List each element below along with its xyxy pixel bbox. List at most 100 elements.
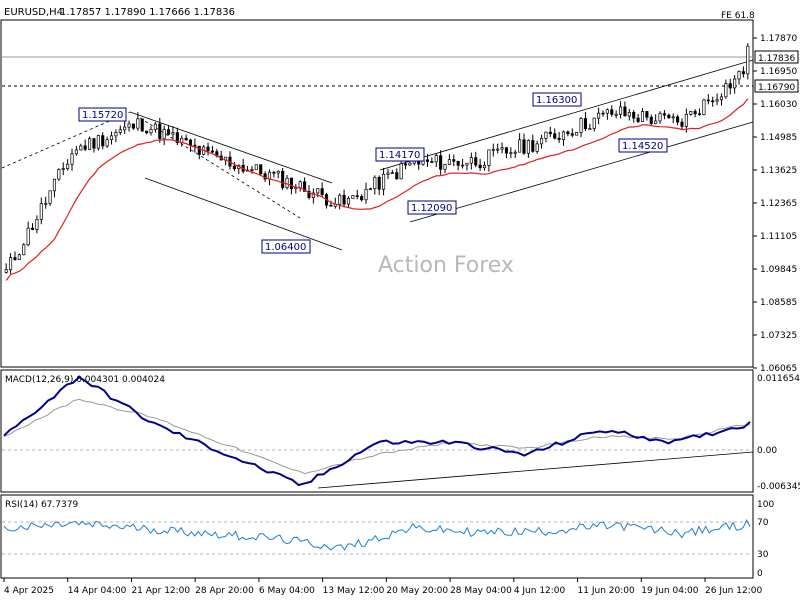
candle-body bbox=[259, 164, 263, 175]
candle-body bbox=[482, 165, 487, 169]
up-channel-upper bbox=[379, 59, 754, 171]
candle-body bbox=[719, 96, 724, 101]
price-tick-label: 1.14985 bbox=[760, 133, 797, 143]
candle-body bbox=[645, 111, 649, 118]
candle-body bbox=[105, 139, 109, 147]
candle-body bbox=[443, 164, 447, 170]
candle-body bbox=[671, 116, 675, 119]
annotation-4: 1.12090 bbox=[407, 200, 457, 215]
price-tick-label: 1.11105 bbox=[760, 232, 797, 242]
price-tick-label: 1.16950 bbox=[760, 67, 797, 77]
candle-body bbox=[377, 176, 381, 190]
price-panel-frame bbox=[0, 19, 754, 368]
candle-body bbox=[526, 140, 530, 154]
candle-body bbox=[636, 117, 640, 122]
candle-body bbox=[193, 144, 197, 147]
candle-body bbox=[386, 172, 390, 175]
macd-tick-zero: 0.00 bbox=[757, 446, 777, 456]
candle-body bbox=[469, 157, 473, 164]
candle-body bbox=[640, 111, 645, 122]
candle-body bbox=[4, 269, 8, 273]
candle-body bbox=[531, 140, 535, 152]
candle-body bbox=[452, 159, 456, 162]
current-price-tag bbox=[754, 50, 799, 64]
candle-body bbox=[592, 117, 596, 129]
candle-body bbox=[167, 129, 171, 135]
macd-panel-frame bbox=[0, 369, 754, 493]
candle-body bbox=[26, 227, 30, 246]
candle-body bbox=[513, 151, 517, 154]
current-price-tag-text: 1.17836 bbox=[758, 54, 795, 64]
rsi-tick-0: 0 bbox=[757, 569, 763, 579]
candle-body bbox=[351, 195, 355, 199]
candle-body bbox=[496, 148, 500, 151]
candle-body bbox=[632, 112, 636, 119]
candle-body bbox=[13, 257, 17, 260]
candle-body bbox=[281, 170, 285, 188]
candle-body bbox=[417, 160, 421, 165]
candle-body bbox=[465, 162, 469, 166]
price-tick-label: 1.17870 bbox=[760, 34, 797, 44]
candle-body bbox=[175, 132, 179, 143]
annotation-text: 1.14520 bbox=[622, 141, 663, 152]
x-tick-label: 11 Jun 20:00 bbox=[578, 586, 635, 596]
candle-body bbox=[614, 113, 618, 116]
rsi-tick-100: 100 bbox=[757, 500, 774, 510]
price-tick-label: 1.13625 bbox=[760, 166, 797, 176]
candle-body bbox=[342, 194, 346, 205]
candle-body bbox=[566, 131, 570, 135]
candle-body bbox=[355, 195, 359, 197]
x-tick-label: 28 May 04:00 bbox=[450, 586, 512, 596]
candle-body bbox=[741, 71, 745, 75]
candle-body bbox=[649, 116, 653, 124]
candle-body bbox=[197, 145, 201, 155]
annotation-2: 1.06400 bbox=[261, 239, 311, 254]
candle-body bbox=[329, 204, 333, 207]
ohlc-label: 1.17857 1.17890 1.17666 1.17836 bbox=[60, 7, 235, 18]
rsi-panel: RSI(14) 67.7379 100 70 30 0 bbox=[0, 494, 774, 579]
candle-body bbox=[289, 177, 293, 190]
x-tick-label: 6 May 04:00 bbox=[259, 586, 315, 596]
x-tick-label: 28 Apr 20:00 bbox=[195, 586, 254, 596]
macd-tick-bottom: -0.006345 bbox=[757, 482, 800, 492]
candle-body bbox=[66, 163, 70, 169]
candle-body bbox=[430, 161, 434, 163]
x-tick-label: 20 May 20:00 bbox=[386, 586, 448, 596]
candle-body bbox=[548, 131, 552, 135]
candle-body bbox=[667, 114, 671, 119]
price-tick-label: 1.08585 bbox=[760, 298, 797, 308]
candle-body bbox=[540, 138, 544, 145]
candle-body bbox=[610, 109, 614, 115]
candle-body bbox=[658, 113, 662, 122]
candle-body bbox=[535, 143, 539, 152]
candle-body bbox=[544, 131, 548, 139]
candle-body bbox=[395, 172, 399, 180]
candle-body bbox=[373, 176, 377, 190]
candle-body bbox=[316, 188, 320, 194]
price-tick-label: 1.06065 bbox=[760, 364, 797, 374]
candle-body bbox=[298, 181, 302, 188]
candle-body bbox=[715, 99, 719, 102]
candle-body bbox=[303, 181, 307, 192]
candle-body bbox=[697, 113, 702, 116]
annotation-text: 1.12090 bbox=[411, 203, 452, 214]
up-channel-lower bbox=[409, 121, 754, 223]
candle-body bbox=[618, 106, 623, 115]
candle-body bbox=[605, 109, 609, 114]
candle-body bbox=[250, 169, 254, 171]
candle-body bbox=[184, 137, 188, 141]
candle-body bbox=[689, 111, 693, 115]
price-tick-label: 1.07325 bbox=[760, 331, 797, 341]
annotation-3: 1.14170 bbox=[375, 147, 425, 162]
candle-body bbox=[267, 171, 272, 180]
candle-body bbox=[123, 126, 127, 131]
candle-body bbox=[368, 188, 372, 191]
x-tick-label: 19 Jun 04:00 bbox=[641, 586, 698, 596]
candle-body bbox=[153, 123, 157, 130]
annotation-6: 1.14520 bbox=[618, 138, 668, 153]
candle-body bbox=[74, 149, 78, 155]
rsi-line bbox=[3, 518, 751, 551]
candle-body bbox=[61, 168, 65, 170]
candle-body bbox=[254, 164, 258, 170]
candle-body bbox=[724, 83, 728, 98]
